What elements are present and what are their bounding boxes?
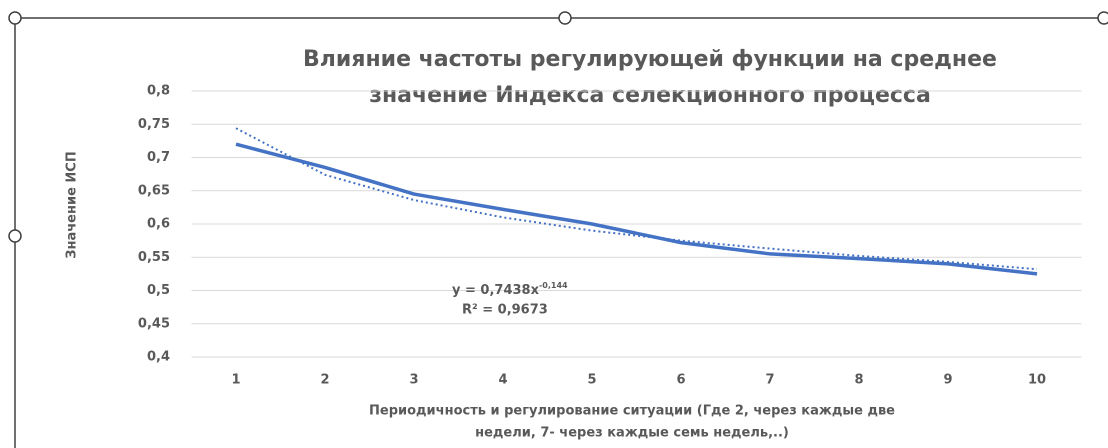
x-tick-label: 3 — [409, 373, 418, 388]
equation: y = 0,7438x — [452, 283, 540, 298]
x-tick-label: 10 — [1028, 373, 1046, 388]
y-tick-label: 0,45 — [138, 316, 170, 331]
x-tick-label: 7 — [765, 373, 774, 388]
x-axis-title: Периодичность и регулирование ситуации (… — [369, 404, 895, 419]
y-tick-label: 0,75 — [138, 117, 170, 132]
x-tick-label: 4 — [498, 373, 507, 388]
x-tick-label: 6 — [676, 373, 685, 388]
y-tick-label: 0,8 — [147, 84, 170, 99]
y-axis-title: Значение ИСП — [65, 151, 80, 258]
x-tick-label: 9 — [943, 373, 952, 388]
x-tick-label: 1 — [231, 373, 240, 388]
equation-exponent: -0,144 — [539, 281, 568, 290]
selection-frame — [8, 11, 1108, 448]
x-tick-label: 2 — [320, 373, 329, 388]
x-tick-label: 8 — [854, 373, 863, 388]
y-tick-label: 0,7 — [147, 150, 170, 165]
y-tick-label: 0,65 — [138, 183, 170, 198]
y-tick-label: 0,6 — [147, 217, 170, 232]
trendline — [235, 127, 1038, 271]
trend-equation: y = 0,7438x-0,144 — [452, 281, 568, 298]
chart-title: значение Индекса селекционного процесса — [369, 83, 931, 108]
x-tick-label: 5 — [587, 373, 596, 388]
chart-title: Влияние частоты регулирующей функции на … — [303, 47, 997, 72]
y-tick-label: 0,4 — [147, 350, 170, 365]
r-squared: R² = 0,9673 — [462, 303, 548, 318]
y-tick-label: 0,55 — [138, 250, 170, 265]
y-tick-label: 0,5 — [147, 283, 170, 298]
x-axis-title: недели, 7- через каждые семь недель,..) — [475, 426, 789, 441]
data-line — [235, 142, 1038, 276]
